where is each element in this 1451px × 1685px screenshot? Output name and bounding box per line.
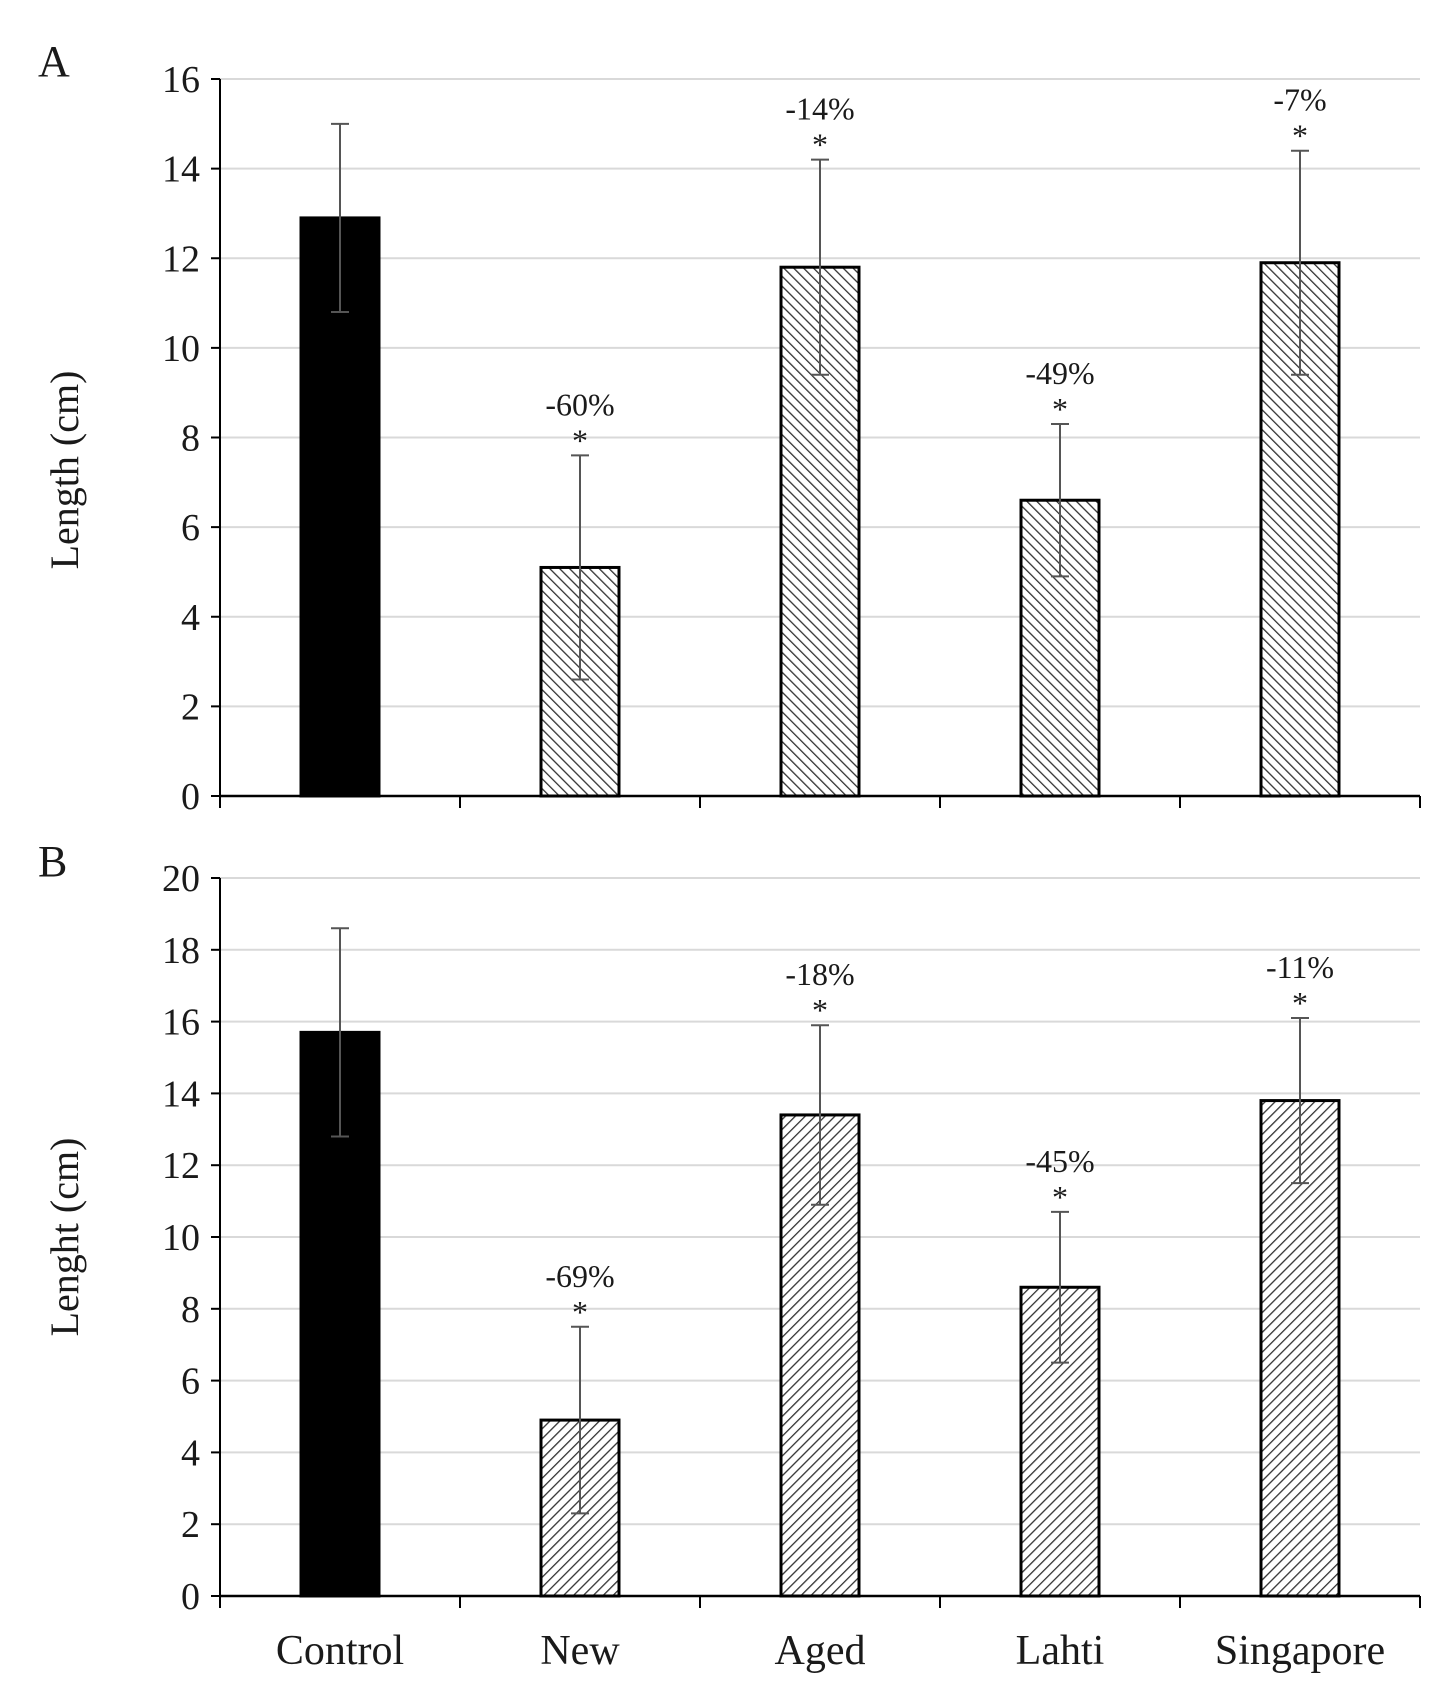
significance-star: * <box>1292 118 1308 154</box>
significance-star: * <box>812 992 828 1028</box>
y-tick-label: 14 <box>162 1073 200 1115</box>
y-tick-label: 4 <box>181 597 200 639</box>
significance-star: * <box>572 1294 588 1330</box>
y-axis-title: Lenght (cm) <box>42 1138 87 1337</box>
y-tick-label: 0 <box>181 1576 200 1618</box>
percent-change-label: -18% <box>785 956 854 992</box>
y-tick-label: 6 <box>181 1361 200 1403</box>
y-tick-label: 16 <box>162 1002 200 1044</box>
x-category-label-control: Control <box>276 1628 404 1674</box>
y-tick-label: 10 <box>162 328 200 370</box>
percent-change-label: -14% <box>785 91 854 127</box>
y-tick-label: 16 <box>162 59 200 101</box>
x-category-label-new: New <box>540 1628 620 1674</box>
significance-star: * <box>1052 391 1068 427</box>
y-tick-label: 12 <box>162 238 200 280</box>
x-category-label-lahti: Lahti <box>1016 1628 1105 1674</box>
significance-star: * <box>1292 985 1308 1021</box>
y-tick-label: 12 <box>162 1145 200 1187</box>
significance-star: * <box>572 422 588 458</box>
y-tick-label: 0 <box>181 776 200 818</box>
y-tick-label: 2 <box>181 1504 200 1546</box>
percent-change-label: -60% <box>545 386 614 422</box>
y-tick-label: 6 <box>181 507 200 549</box>
panel-letter: A <box>38 37 70 86</box>
y-tick-label: 20 <box>162 858 200 900</box>
percent-change-label: -69% <box>545 1258 614 1294</box>
percent-change-label: -7% <box>1273 82 1326 118</box>
y-tick-label: 8 <box>181 418 200 460</box>
panel-letter: B <box>38 837 67 886</box>
y-tick-label: 10 <box>162 1217 200 1259</box>
percent-change-label: -11% <box>1266 949 1334 985</box>
y-tick-label: 2 <box>181 686 200 728</box>
significance-star: * <box>1052 1179 1068 1215</box>
x-category-label-aged: Aged <box>775 1628 866 1674</box>
percent-change-label: -49% <box>1025 355 1094 391</box>
significance-star: * <box>812 127 828 163</box>
y-axis-title: Length (cm) <box>42 371 87 570</box>
y-tick-label: 4 <box>181 1432 200 1474</box>
y-tick-label: 14 <box>162 149 200 191</box>
x-category-label-singapore: Singapore <box>1215 1628 1385 1674</box>
y-tick-label: 8 <box>181 1289 200 1331</box>
percent-change-label: -45% <box>1025 1143 1094 1179</box>
y-tick-label: 18 <box>162 930 200 972</box>
